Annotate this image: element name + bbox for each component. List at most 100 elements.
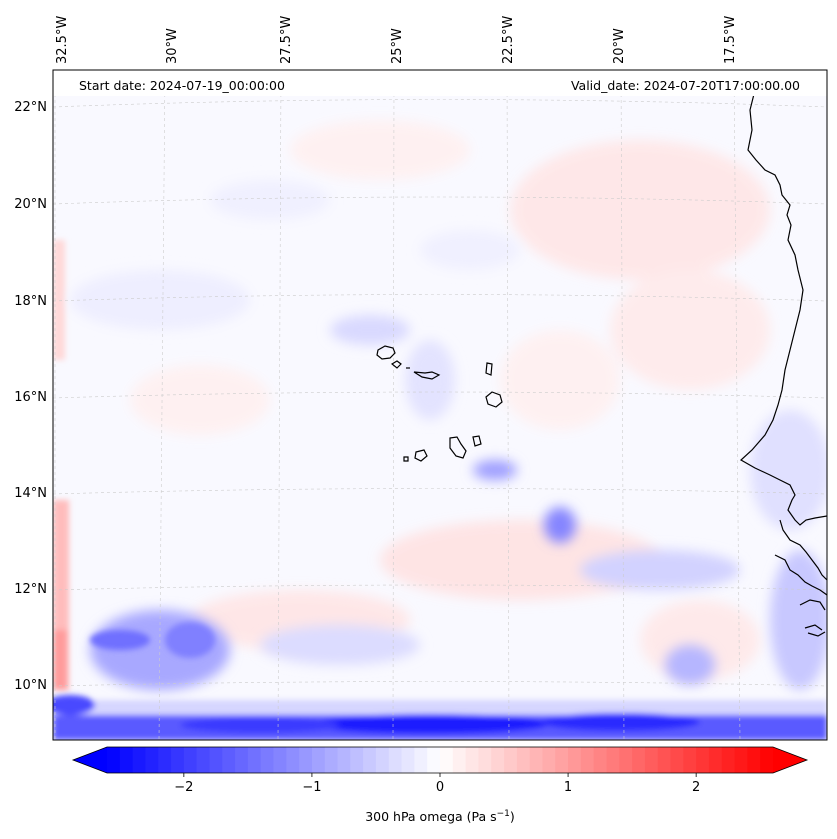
colorbar-segment: [158, 747, 172, 773]
colorbar-segment: [311, 747, 326, 773]
colorbar-segment: [286, 747, 300, 773]
colorbar-segment: [529, 747, 544, 773]
colorbar-segment: [119, 747, 134, 773]
colorbar-segment: [580, 747, 595, 773]
colorbar: −2 −1 0 1 2 300 hPa omega (Pa s−1): [71, 746, 809, 824]
colorbar-low-extend: [73, 747, 107, 773]
colorbar-segment: [171, 747, 185, 773]
southern-coast-islands: [799, 599, 826, 637]
colorbar-segment: [683, 747, 697, 773]
colorbar-segment: [491, 747, 505, 773]
guinea-bissau-coast: [774, 554, 827, 596]
plot-area: Start date: 2024-07-19_00:00:00 Valid_da…: [52, 69, 828, 741]
lon-label-25w: 25°W: [390, 28, 405, 64]
colorbar-segment: [107, 747, 121, 773]
lat-label-18n: 18°N: [14, 294, 47, 309]
southern-negative-band: [53, 622, 827, 740]
colorbar-segment: [209, 747, 223, 773]
colorbar-segment: [478, 747, 492, 773]
island-sao-nicolau: [413, 371, 441, 380]
colorbar-segment: [440, 747, 454, 773]
colorbar-segment: [324, 747, 339, 773]
colorbar-segment: [273, 747, 287, 773]
colorbar-segment: [350, 747, 364, 773]
colorbar-segment: [145, 747, 159, 773]
colorbar-segment: [235, 747, 249, 773]
colorbar-segment: [708, 747, 723, 773]
omega-field: [53, 120, 827, 740]
colorbar-segment: [670, 747, 684, 773]
colorbar-segment: [132, 747, 147, 773]
colorbar-segment: [247, 747, 262, 773]
colorbar-segment: [606, 747, 620, 773]
colorbar-tick-label: −2: [174, 780, 193, 795]
colorbar-segment: [375, 747, 390, 773]
colorbar-segment: [734, 747, 748, 773]
latitude-labels: 22°N 20°N 18°N 16°N 14°N 12°N 10°N: [14, 100, 47, 693]
colorbar-segment: [363, 747, 377, 773]
colorbar-segment: [619, 747, 633, 773]
colorbar-segment: [183, 747, 198, 773]
valid-date-label: Valid_date: 2024-07-20T17:00:00.00: [571, 78, 800, 93]
lon-label-17-5w: 17.5°W: [723, 16, 738, 64]
colorbar-segment: [760, 747, 774, 773]
colorbar-ticks: −2 −1 0 1 2: [174, 773, 700, 795]
colorbar-segment: [388, 747, 403, 773]
colorbar-segments: [107, 747, 774, 773]
island-boa-vista: [485, 391, 503, 408]
lat-label-12n: 12°N: [14, 582, 47, 597]
west-africa-coastline: [739, 70, 827, 526]
colorbar-title: 300 hPa omega (Pa s−1): [365, 809, 515, 824]
positive-omega-patches: [130, 120, 770, 680]
colorbar-segment: [747, 747, 761, 773]
colorbar-tick-label: 2: [692, 780, 700, 795]
colorbar-segment: [593, 747, 608, 773]
island-sao-vicente: [390, 360, 402, 369]
lon-label-32-5w: 32.5°W: [55, 16, 70, 64]
colorbar-segment: [414, 747, 428, 773]
longitude-labels: 32.5°W 30°W 27.5°W 25°W 22.5°W 20°W 17.5…: [55, 16, 738, 64]
colorbar-segment: [555, 747, 569, 773]
lon-label-30w: 30°W: [165, 28, 180, 64]
colorbar-segment: [568, 747, 582, 773]
colorbar-tick-label: 1: [564, 780, 572, 795]
colorbar-segment: [504, 747, 518, 773]
colorbar-segment: [644, 747, 659, 773]
colorbar-segment: [427, 747, 441, 773]
lon-label-20w: 20°W: [612, 28, 627, 64]
island-brava: [403, 456, 409, 462]
colorbar-tick-label: −1: [302, 780, 321, 795]
island-sal: [485, 362, 493, 376]
gridlines: [53, 70, 827, 740]
lat-label-14n: 14°N: [14, 486, 47, 501]
negative-omega-patches: [70, 180, 827, 690]
date-banner: [53, 70, 827, 96]
colorbar-segment: [401, 747, 415, 773]
coastline: [376, 70, 827, 637]
island-santo-antao: [376, 345, 396, 360]
colorbar-tick-label: 0: [436, 780, 444, 795]
colorbar-segment: [299, 747, 313, 773]
start-date-label: Start date: 2024-07-19_00:00:00: [79, 78, 285, 93]
left-edge-positive: [53, 240, 69, 690]
gambia-coast: [779, 519, 827, 581]
colorbar-segment: [337, 747, 351, 773]
lon-label-27-5w: 27.5°W: [279, 16, 294, 64]
lat-label-10n: 10°N: [14, 678, 47, 693]
island-fogo: [414, 449, 428, 462]
colorbar-high-extend: [773, 747, 807, 773]
lat-label-16n: 16°N: [14, 390, 47, 405]
island-maio: [472, 435, 482, 447]
colorbar-segment: [657, 747, 672, 773]
island-santiago: [449, 436, 467, 459]
lon-label-22-5w: 22.5°W: [501, 16, 516, 64]
colorbar-segment: [696, 747, 710, 773]
colorbar-segment: [516, 747, 531, 773]
colorbar-segment: [542, 747, 556, 773]
plot-frame: [52, 69, 828, 741]
colorbar-segment: [632, 747, 646, 773]
lat-label-22n: 22°N: [14, 100, 47, 115]
colorbar-segment: [260, 747, 275, 773]
colorbar-outline: [71, 746, 809, 774]
